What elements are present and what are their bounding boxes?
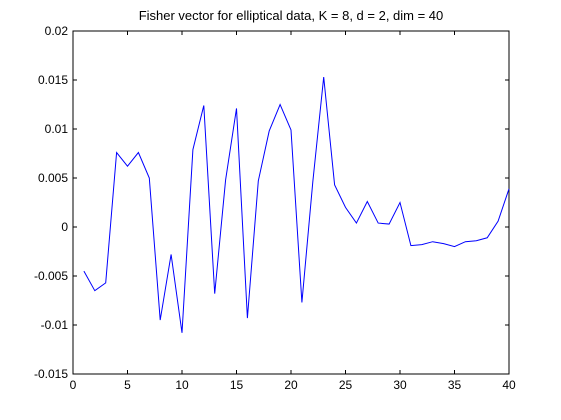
x-tick-label: 30 xyxy=(393,378,407,392)
x-tick-label: 0 xyxy=(70,378,77,392)
x-tick-label: 20 xyxy=(284,378,298,392)
y-tick-label: 0.015 xyxy=(38,73,68,87)
y-tick-label: 0.01 xyxy=(45,122,69,136)
x-tick-label: 10 xyxy=(175,378,189,392)
y-tick-label: 0.005 xyxy=(38,171,68,185)
axis-tick-labels: 0 5 10 15 20 25 30 35 40 -0.015 -0.01 -0.005 0 0.005 0… xyxy=(34,24,516,392)
chart-title: Fisher vector for elliptical data, K = 8… xyxy=(139,8,444,23)
series-line xyxy=(83,77,510,333)
axis-ticks xyxy=(72,30,510,375)
x-tick-label: 35 xyxy=(448,378,462,392)
y-tick-label: 0 xyxy=(61,220,68,234)
series-layer xyxy=(83,77,510,333)
x-tick-label: 15 xyxy=(230,378,244,392)
y-tick-label: -0.015 xyxy=(34,367,68,381)
y-tick-label: 0.02 xyxy=(45,24,69,38)
plot-area-frame xyxy=(72,30,510,375)
y-tick-label: -0.01 xyxy=(41,318,69,332)
y-tick-label: -0.005 xyxy=(34,269,68,283)
x-tick-label: 40 xyxy=(502,378,516,392)
x-tick-label: 5 xyxy=(124,378,131,392)
x-tick-label: 25 xyxy=(339,378,353,392)
